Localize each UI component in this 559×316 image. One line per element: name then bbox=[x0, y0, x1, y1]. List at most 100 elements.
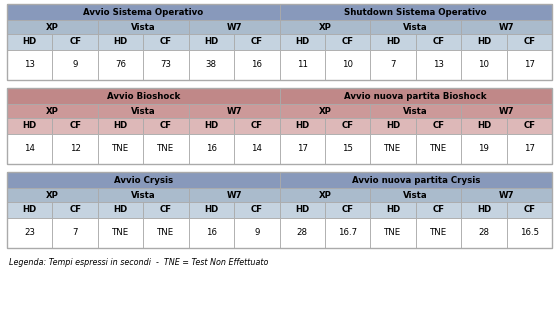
Text: W7: W7 bbox=[499, 107, 514, 116]
Bar bbox=[143, 34, 189, 50]
Bar bbox=[143, 203, 189, 218]
Text: Shutdown Sistema Operativo: Shutdown Sistema Operativo bbox=[344, 8, 487, 17]
Bar bbox=[53, 118, 98, 134]
Text: Avvio Bioshock: Avvio Bioshock bbox=[107, 92, 180, 101]
Text: HD: HD bbox=[204, 205, 219, 215]
Bar bbox=[461, 203, 506, 218]
Text: 73: 73 bbox=[160, 60, 172, 69]
Text: 16: 16 bbox=[206, 144, 217, 153]
Text: CF: CF bbox=[433, 205, 444, 215]
Text: HD: HD bbox=[295, 205, 309, 215]
Text: HD: HD bbox=[22, 205, 37, 215]
Text: XP: XP bbox=[46, 107, 59, 116]
Bar bbox=[7, 104, 98, 118]
Text: 16: 16 bbox=[206, 228, 217, 237]
Text: CF: CF bbox=[160, 38, 172, 46]
Bar bbox=[234, 203, 280, 218]
Bar bbox=[98, 118, 143, 134]
Text: 9: 9 bbox=[73, 60, 78, 69]
Bar bbox=[461, 50, 506, 80]
Bar bbox=[7, 218, 53, 248]
Bar bbox=[370, 134, 416, 164]
Bar bbox=[7, 172, 280, 188]
Text: CF: CF bbox=[342, 205, 354, 215]
Text: HD: HD bbox=[386, 121, 400, 131]
Text: 12: 12 bbox=[70, 144, 80, 153]
Text: W7: W7 bbox=[226, 107, 242, 116]
Bar bbox=[370, 203, 416, 218]
Bar bbox=[98, 34, 143, 50]
Bar bbox=[189, 203, 234, 218]
Bar bbox=[325, 134, 370, 164]
Text: 23: 23 bbox=[24, 228, 35, 237]
Bar bbox=[461, 218, 506, 248]
Bar bbox=[280, 134, 325, 164]
Bar bbox=[280, 118, 325, 134]
Text: 13: 13 bbox=[24, 60, 35, 69]
Text: Vista: Vista bbox=[404, 107, 428, 116]
Bar bbox=[7, 50, 53, 80]
Bar bbox=[189, 34, 234, 50]
Text: XP: XP bbox=[46, 191, 59, 200]
Bar bbox=[370, 20, 461, 34]
Text: 14: 14 bbox=[24, 144, 35, 153]
Bar bbox=[461, 20, 552, 34]
Text: 15: 15 bbox=[342, 144, 353, 153]
Text: HD: HD bbox=[204, 121, 219, 131]
Bar bbox=[416, 118, 461, 134]
Bar bbox=[370, 104, 461, 118]
Text: HD: HD bbox=[295, 38, 309, 46]
Text: 7: 7 bbox=[390, 60, 396, 69]
Bar bbox=[461, 104, 552, 118]
Bar bbox=[506, 218, 552, 248]
Bar bbox=[416, 50, 461, 80]
Bar bbox=[370, 218, 416, 248]
Text: 14: 14 bbox=[252, 144, 262, 153]
Text: XP: XP bbox=[46, 23, 59, 32]
Text: 38: 38 bbox=[206, 60, 217, 69]
Text: 76: 76 bbox=[115, 60, 126, 69]
Text: 17: 17 bbox=[297, 144, 307, 153]
Text: 28: 28 bbox=[297, 228, 307, 237]
Text: XP: XP bbox=[319, 107, 331, 116]
Text: 28: 28 bbox=[479, 228, 489, 237]
Bar bbox=[461, 134, 506, 164]
Bar bbox=[234, 134, 280, 164]
Text: Avvio nuova partita Crysis: Avvio nuova partita Crysis bbox=[352, 176, 480, 185]
Text: 9: 9 bbox=[254, 228, 259, 237]
Text: CF: CF bbox=[251, 205, 263, 215]
Bar bbox=[234, 218, 280, 248]
Bar bbox=[7, 20, 98, 34]
Text: Avvio nuova partita Bioshock: Avvio nuova partita Bioshock bbox=[344, 92, 487, 101]
Text: TNE: TNE bbox=[385, 144, 402, 153]
Bar bbox=[325, 34, 370, 50]
Bar bbox=[189, 188, 280, 203]
Bar bbox=[7, 4, 552, 80]
Bar bbox=[506, 118, 552, 134]
Text: 16.5: 16.5 bbox=[520, 228, 539, 237]
Bar bbox=[370, 50, 416, 80]
Bar bbox=[143, 50, 189, 80]
Bar bbox=[416, 218, 461, 248]
Bar bbox=[53, 218, 98, 248]
Bar bbox=[461, 118, 506, 134]
Text: TNE: TNE bbox=[112, 228, 129, 237]
Text: CF: CF bbox=[523, 205, 536, 215]
Text: Vista: Vista bbox=[131, 23, 155, 32]
Bar bbox=[98, 20, 189, 34]
Bar bbox=[280, 203, 325, 218]
Bar bbox=[370, 118, 416, 134]
Text: CF: CF bbox=[523, 38, 536, 46]
Text: 11: 11 bbox=[297, 60, 307, 69]
Text: 7: 7 bbox=[72, 228, 78, 237]
Text: CF: CF bbox=[69, 121, 81, 131]
Bar bbox=[143, 218, 189, 248]
Text: TNE: TNE bbox=[157, 228, 174, 237]
Bar bbox=[53, 34, 98, 50]
Bar bbox=[189, 20, 280, 34]
Bar bbox=[461, 188, 552, 203]
Text: 17: 17 bbox=[524, 144, 535, 153]
Text: HD: HD bbox=[22, 121, 37, 131]
Text: 10: 10 bbox=[479, 60, 489, 69]
Bar bbox=[280, 88, 552, 104]
